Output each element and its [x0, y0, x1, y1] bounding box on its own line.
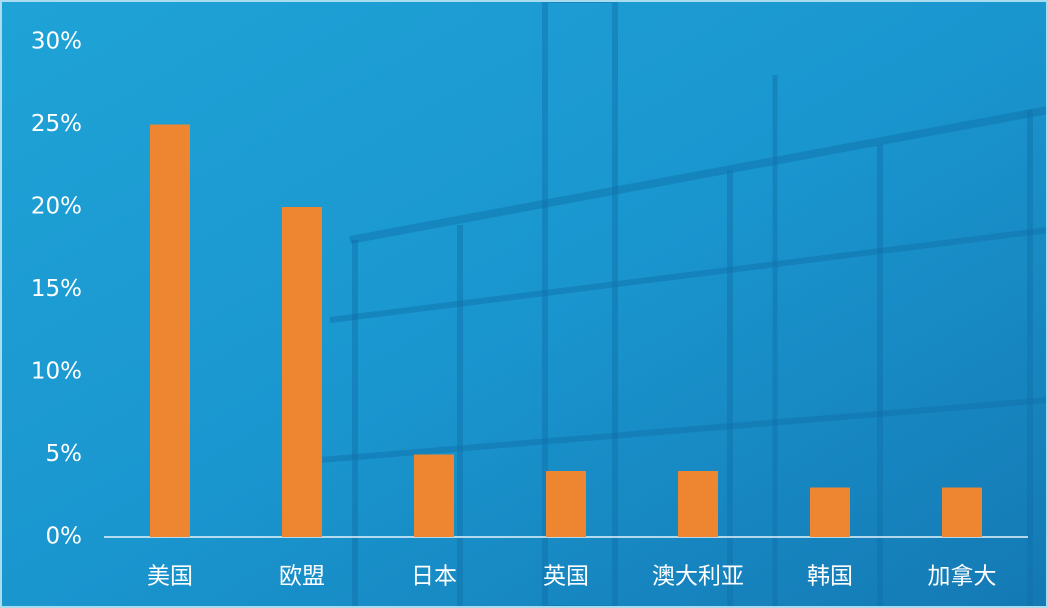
y-tick-label: 30%	[31, 29, 82, 55]
background-structure	[319, 0, 1048, 608]
y-tick-label: 20%	[31, 194, 82, 220]
bar	[150, 124, 190, 537]
bar	[546, 471, 586, 537]
x-tick-label: 欧盟	[279, 564, 325, 590]
x-tick-label: 美国	[147, 564, 193, 590]
bar	[282, 207, 322, 537]
x-tick-label: 英国	[543, 564, 589, 590]
bar	[942, 487, 982, 537]
x-tick-label: 澳大利亚	[652, 564, 744, 590]
y-tick-label: 25%	[31, 111, 82, 137]
y-tick-label: 0%	[46, 524, 83, 550]
y-tick-label: 5%	[46, 441, 83, 467]
x-tick-label: 加拿大	[928, 563, 997, 590]
y-tick-label: 10%	[31, 359, 82, 385]
bar	[414, 454, 454, 537]
x-tick-label: 韩国	[807, 564, 853, 590]
x-tick-label: 日本	[411, 564, 457, 590]
y-tick-label: 15%	[31, 276, 82, 302]
bar	[810, 487, 850, 537]
bar	[678, 471, 718, 537]
